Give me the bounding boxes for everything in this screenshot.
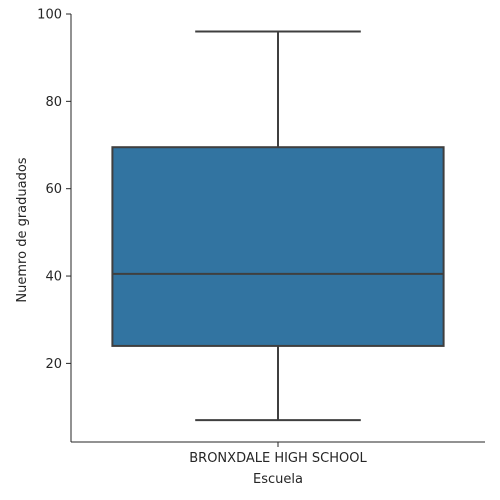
- x-tick-label: BRONXDALE HIGH SCHOOL: [189, 451, 367, 466]
- y-axis-title: Nuemro de graduados: [15, 157, 30, 302]
- x-axis-title: Escuela: [253, 472, 303, 487]
- y-tick-label: 20: [45, 357, 62, 372]
- plot-area: [111, 30, 445, 422]
- y-tick-label: 80: [45, 95, 62, 110]
- y-axis: 20 40 60 80 100: [37, 8, 72, 442]
- interquartile-box: [111, 146, 445, 347]
- x-axis: BRONXDALE HIGH SCHOOL: [71, 441, 485, 466]
- y-tick-label: 40: [45, 270, 62, 285]
- y-tick-label: 60: [45, 182, 62, 197]
- y-tick-label: 100: [37, 8, 62, 23]
